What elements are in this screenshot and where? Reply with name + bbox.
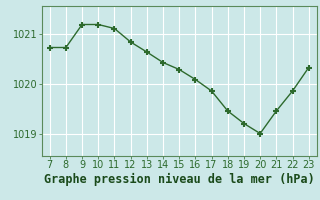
X-axis label: Graphe pression niveau de la mer (hPa): Graphe pression niveau de la mer (hPa)	[44, 173, 315, 186]
